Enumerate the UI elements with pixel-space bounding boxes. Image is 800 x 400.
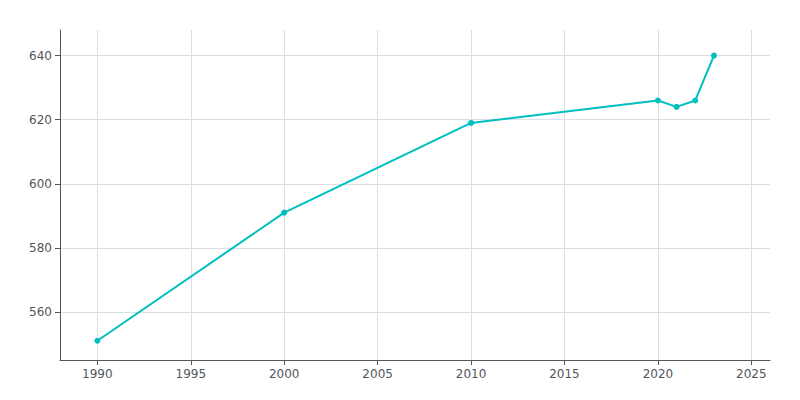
svg-text:640: 640 xyxy=(29,49,52,63)
svg-text:2005: 2005 xyxy=(362,367,393,381)
svg-text:600: 600 xyxy=(29,177,52,191)
svg-text:2015: 2015 xyxy=(549,367,580,381)
svg-text:1995: 1995 xyxy=(176,367,207,381)
svg-text:2000: 2000 xyxy=(269,367,300,381)
svg-text:1990: 1990 xyxy=(82,367,113,381)
svg-text:620: 620 xyxy=(29,113,52,127)
svg-text:2025: 2025 xyxy=(736,367,767,381)
svg-text:2020: 2020 xyxy=(643,367,674,381)
svg-text:2010: 2010 xyxy=(456,367,487,381)
svg-text:560: 560 xyxy=(29,305,52,319)
svg-text:580: 580 xyxy=(29,241,52,255)
